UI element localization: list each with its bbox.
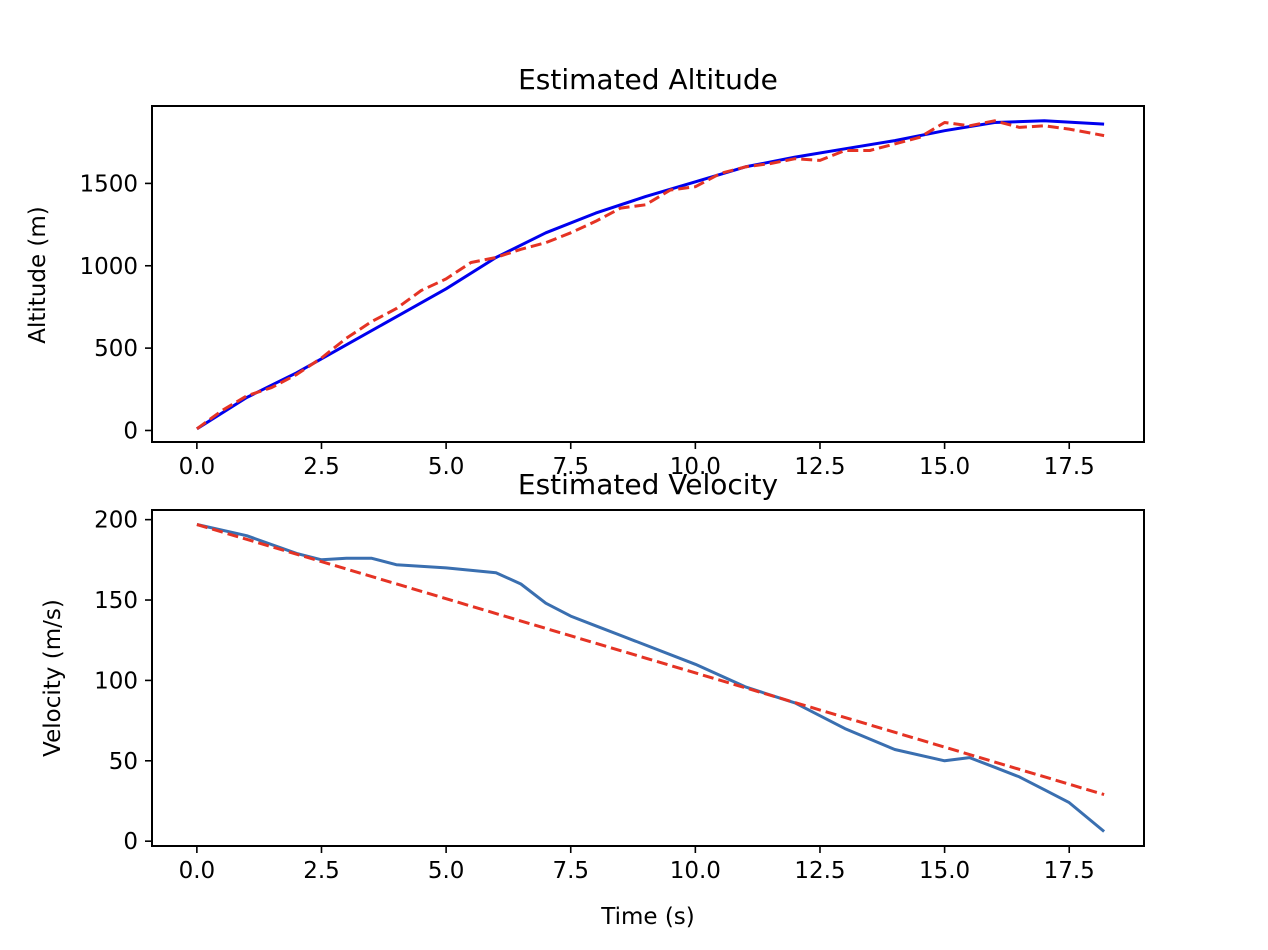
altitude-series-group [196, 119, 1105, 431]
velocity-subplot: Estimated Velocity Velocity (m/s) Time (… [40, 468, 1145, 930]
altitude-xtick-label: 15.0 [919, 454, 970, 480]
velocity-ytick-label: 150 [94, 588, 138, 614]
velocity-ticks-group: 0.0 2.5 5.0 7.5 10.0 12.5 15.0 17.5 0 50 100 150 200 [94, 508, 1095, 884]
altitude-xtick-label: 10.0 [670, 454, 721, 480]
velocity-series-line-1 [196, 523, 1105, 797]
velocity-xtick-label: 15.0 [919, 858, 970, 884]
altitude-ylabel: Altitude (m) [25, 206, 51, 344]
altitude-series-line-1 [196, 119, 1105, 431]
altitude-ytick-label: 1500 [79, 171, 138, 197]
velocity-xtick-label: 7.5 [552, 858, 589, 884]
altitude-subplot: Estimated Altitude Altitude (m) 0.0 2.5 5.… [25, 63, 1145, 480]
altitude-ytick-label: 0 [123, 418, 138, 444]
altitude-xtick-label: 17.5 [1044, 454, 1095, 480]
velocity-ytick-label: 100 [94, 668, 138, 694]
velocity-xtick-label: 2.5 [303, 858, 340, 884]
altitude-xtick-label: 5.0 [428, 454, 465, 480]
velocity-ytick-label: 200 [94, 508, 138, 534]
velocity-title: Estimated Velocity [518, 468, 778, 501]
altitude-ytick-label: 500 [94, 336, 138, 362]
velocity-series-group [196, 523, 1106, 833]
velocity-ytick-label: 50 [109, 749, 138, 775]
velocity-xtick-label: 17.5 [1044, 858, 1095, 884]
altitude-axes-frame [151, 105, 1145, 443]
altitude-xtick-label: 7.5 [552, 454, 589, 480]
velocity-xtick-label: 0.0 [179, 858, 216, 884]
velocity-axes-frame [151, 509, 1145, 847]
velocity-xtick-label: 10.0 [670, 858, 721, 884]
velocity-ylabel: Velocity (m/s) [40, 599, 66, 757]
altitude-series-line-0 [196, 119, 1105, 431]
velocity-xtick-label: 12.5 [794, 858, 845, 884]
altitude-ticks-group: 0.0 2.5 5.0 7.5 10.0 12.5 15.0 17.5 0 500 1000 1500 [79, 171, 1094, 480]
velocity-xtick-label: 5.0 [428, 858, 465, 884]
velocity-ytick-label: 0 [123, 829, 138, 855]
altitude-xtick-label: 12.5 [794, 454, 845, 480]
altitude-title: Estimated Altitude [518, 63, 778, 96]
velocity-xlabel: Time (s) [600, 904, 695, 930]
altitude-ytick-label: 1000 [79, 254, 138, 280]
altitude-xtick-label: 2.5 [303, 454, 340, 480]
velocity-series-line-0 [196, 523, 1106, 833]
altitude-xtick-label: 0.0 [179, 454, 216, 480]
